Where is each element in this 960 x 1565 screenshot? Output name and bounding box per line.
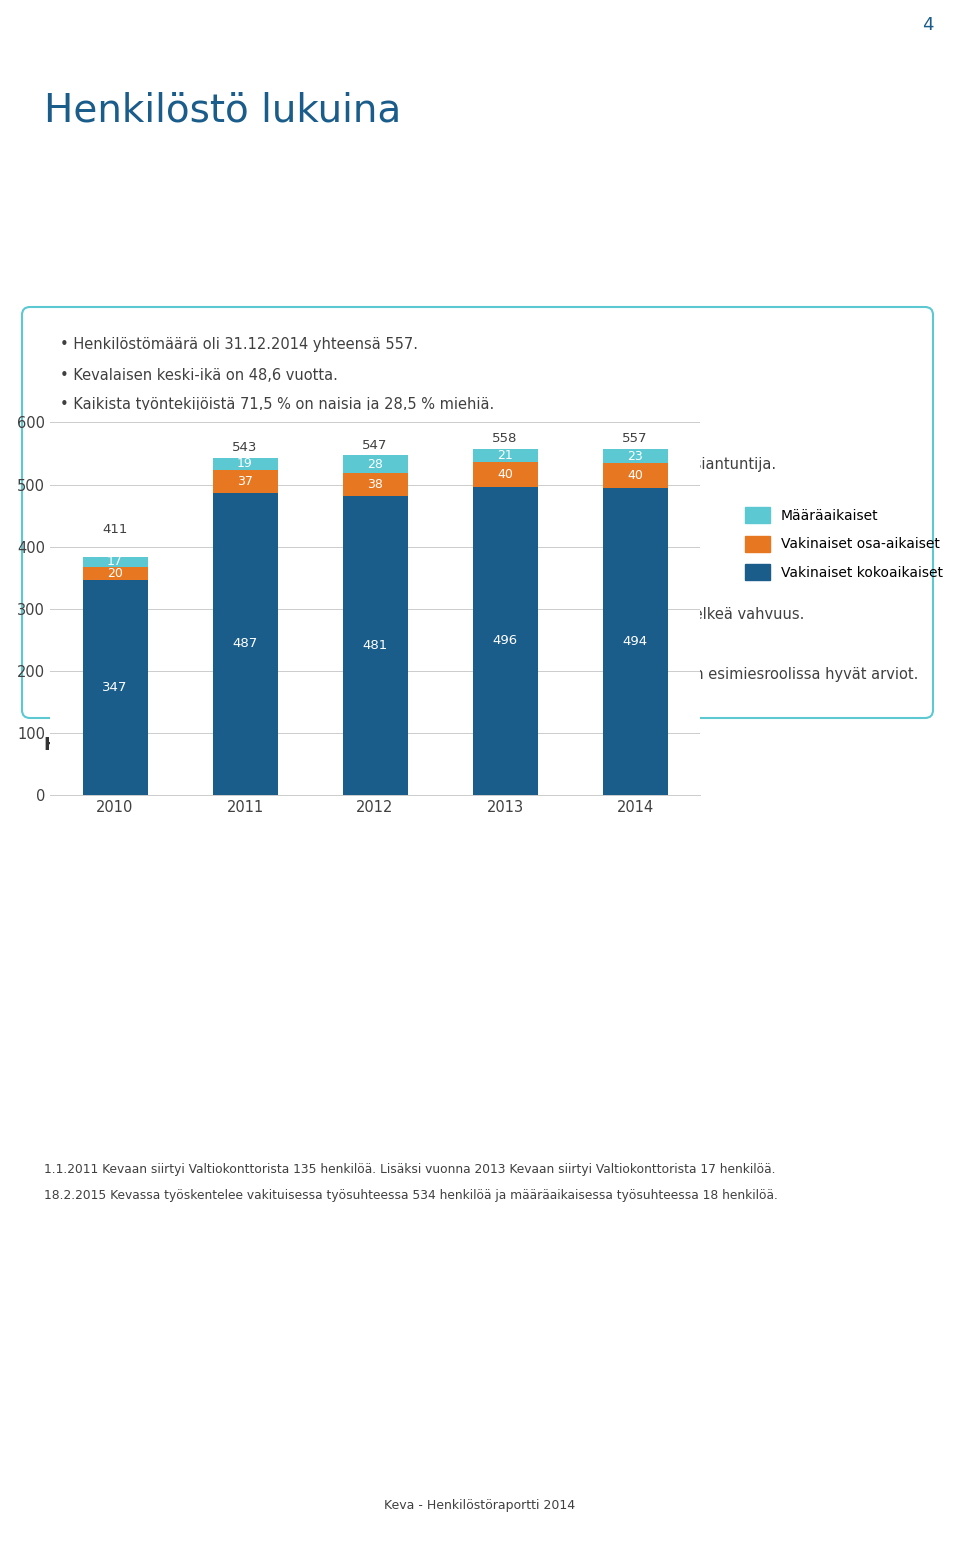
Text: 487: 487: [232, 637, 257, 651]
Text: • Yli 65 % henkilöstöstä on 45–64-vuotiaita.: • Yli 65 % henkilöstöstä on 45–64-vuotia…: [60, 427, 381, 443]
Text: • Noin 80 % henkilöstötutkimuksessa arvioiduista esimiehistä on saanut toiminnas: • Noin 80 % henkilöstötutkimuksessa arvi…: [60, 668, 919, 682]
Text: 557: 557: [622, 432, 648, 446]
Text: • Kevalaisista 79 % kokee työnsä merkitykselliseksi. Merkitykselliseksi koettu t: • Kevalaisista 79 % kokee työnsä merkity…: [60, 607, 804, 623]
Text: 38: 38: [367, 477, 383, 491]
Text: 494: 494: [622, 635, 648, 648]
Bar: [472, 462, 538, 487]
Bar: [83, 579, 148, 795]
Text: 4: 4: [923, 16, 934, 34]
Text: 496: 496: [492, 634, 517, 648]
FancyBboxPatch shape: [22, 307, 933, 718]
Text: 21: 21: [497, 449, 513, 462]
Bar: [343, 473, 407, 496]
Bar: [603, 449, 667, 463]
Text: Keva - Henkilöstöraportti 2014: Keva - Henkilöstöraportti 2014: [384, 1499, 576, 1512]
Bar: [343, 496, 407, 795]
Bar: [603, 463, 667, 488]
Text: 558: 558: [492, 432, 517, 444]
Text: • 5 omasta pyynnöstä: • 5 omasta pyynnöstä: [100, 548, 263, 562]
Text: 1.1.2011 Kevaan siirtyi Valtiokonttorista 135 henkilöä. Lisäksi vuonna 2013 Keva: 1.1.2011 Kevaan siirtyi Valtiokonttorist…: [44, 1163, 776, 1177]
Bar: [603, 488, 667, 795]
Text: • Päättyneitä työsuhteita vuonna 2014 oli kaikkiaan 24 kappaletta:: • Päättyneitä työsuhteita vuonna 2014 ol…: [60, 518, 554, 532]
Text: 37: 37: [237, 474, 252, 488]
Bar: [83, 567, 148, 579]
Text: 40: 40: [497, 468, 513, 480]
Text: 347: 347: [103, 681, 128, 693]
Bar: [212, 459, 277, 469]
Bar: [343, 455, 407, 473]
Text: 28: 28: [367, 457, 383, 471]
Text: • 19 vanhuus- tai työkyvyttömyyseläkkeelle siirtyviä.: • 19 vanhuus- tai työkyvyttömyyseläkkeel…: [100, 577, 492, 593]
Bar: [83, 557, 148, 567]
Text: Henkilöstö lukuina: Henkilöstö lukuina: [44, 91, 401, 128]
Text: • Pitkät työurat kertovat kevalaisten sitoutumisesta.: • Pitkät työurat kertovat kevalaisten si…: [60, 637, 445, 653]
Legend: Määräaikaiset, Vakinaiset osa-aikaiset, Vakinaiset kokoaikaiset: Määräaikaiset, Vakinaiset osa-aikaiset, …: [739, 502, 948, 585]
Bar: [472, 487, 538, 795]
Text: 20: 20: [108, 567, 123, 579]
Text: 17: 17: [108, 556, 123, 568]
Text: 23: 23: [627, 449, 643, 463]
Text: • Kevalaisen keski-ikä on 48,6 vuotta.: • Kevalaisen keski-ikä on 48,6 vuotta.: [60, 368, 338, 382]
Bar: [212, 470, 277, 493]
Text: 18.2.2015 Kevassa työskentelee vakituisessa työsuhteessa 534 henkilöä ja määräai: 18.2.2015 Kevassa työskentelee vakituise…: [44, 1188, 778, 1202]
Bar: [472, 449, 538, 462]
Text: 543: 543: [232, 441, 257, 454]
Text: • Yleisimmät ammattinimikkeet ovat eläkeasiantuntija, ratkaisuasiantuntija ja er: • Yleisimmät ammattinimikkeet ovat eläke…: [60, 457, 776, 473]
Bar: [212, 493, 277, 795]
Text: 547: 547: [362, 438, 388, 452]
Text: 19: 19: [237, 457, 252, 470]
Text: • Kaikista työntekijöistä 71,5 % on naisia ja 28,5 % miehiä.: • Kaikista työntekijöistä 71,5 % on nais…: [60, 398, 494, 413]
Text: 40: 40: [627, 470, 643, 482]
Text: • Henkilöstömäärä oli 31.12.2014 yhteensä 557.: • Henkilöstömäärä oli 31.12.2014 yhteens…: [60, 338, 418, 352]
Text: 411: 411: [103, 523, 128, 537]
Text: 481: 481: [362, 639, 388, 653]
Text: Henkilöstön määrän kehitys 2010–2014: Henkilöstön määrän kehitys 2010–2014: [44, 736, 443, 754]
Text: • Vuonna 2014 Kevan sisällä 21 henkilöä vaihtoi tehtävää.: • Vuonna 2014 Kevan sisällä 21 henkilöä …: [60, 488, 490, 502]
